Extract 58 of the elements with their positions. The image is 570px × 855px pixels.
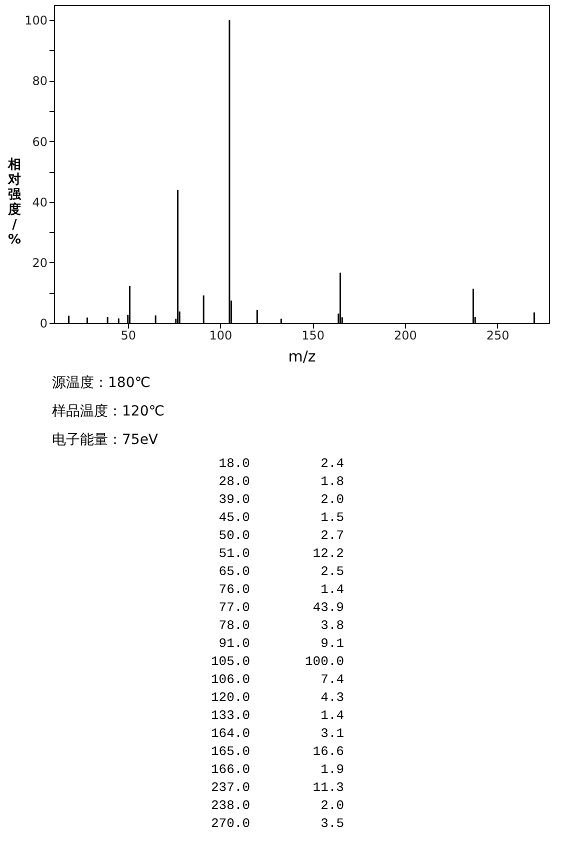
category-label: 270.0 <box>210 816 250 831</box>
data-label: 2.5 <box>320 564 344 579</box>
category-label: 18.0 <box>218 456 250 471</box>
x-axis-title: m/z <box>288 348 316 366</box>
data-label: 1.9 <box>320 762 344 777</box>
category-label: 28.0 <box>218 474 250 489</box>
data-label: 3.5 <box>320 816 344 831</box>
y-axis-title: 相对强度/% <box>7 158 22 248</box>
category-label: 76.0 <box>218 582 250 597</box>
data-label: 3.8 <box>320 618 344 633</box>
category-label: 120.0 <box>210 690 250 705</box>
data-label: 1.4 <box>320 582 344 597</box>
category-label: 164.0 <box>210 726 250 741</box>
data-label: 1.8 <box>320 474 344 489</box>
text: 样品温度：120℃ <box>52 404 164 420</box>
category-label: 237.0 <box>210 780 250 795</box>
data-label: 3.1 <box>320 726 344 741</box>
category-label: 91.0 <box>218 636 250 651</box>
x-tick-label: 200 <box>394 328 417 342</box>
category-label: 106.0 <box>210 672 250 687</box>
category-label: 78.0 <box>218 618 250 633</box>
data-label: 11.3 <box>312 780 344 795</box>
data-label: 7.4 <box>320 672 344 687</box>
data-label: 12.2 <box>312 546 344 561</box>
y-tick-label: 20 <box>32 256 48 270</box>
x-tick-label: 150 <box>302 328 325 342</box>
x-tick-label: 100 <box>209 328 232 342</box>
data-label: 9.1 <box>320 636 344 651</box>
y-tick-label: 40 <box>32 195 48 210</box>
data-label: 4.3 <box>320 690 344 705</box>
text: 源温度：180℃ <box>52 375 150 392</box>
category-label: 65.0 <box>218 564 250 579</box>
y-tick-label: 0 <box>40 316 48 330</box>
y-tick-label: 100 <box>24 14 48 28</box>
x-tick-label: 50 <box>120 328 136 342</box>
data-label: 16.6 <box>312 744 344 759</box>
category-label: 39.0 <box>218 492 250 507</box>
data-label: 2.0 <box>320 492 344 507</box>
data-label: 43.9 <box>312 600 344 615</box>
data-label: 1.4 <box>320 708 344 723</box>
category-label: 166.0 <box>210 762 250 777</box>
y-tick-label: 60 <box>32 134 48 149</box>
x-tick-label: 250 <box>486 328 510 342</box>
category-label: 51.0 <box>218 546 250 561</box>
category-label: 45.0 <box>218 510 250 525</box>
category-label: 105.0 <box>210 654 250 669</box>
data-label: 2.0 <box>320 798 344 813</box>
data-label: 2.7 <box>320 528 344 543</box>
data-label: 2.4 <box>320 456 344 471</box>
text: 电子能量：75eV <box>52 432 158 448</box>
category-label: 165.0 <box>210 744 250 759</box>
data-label: 100.0 <box>304 654 344 669</box>
category-label: 50.0 <box>218 528 250 543</box>
y-tick-label: 80 <box>32 74 48 88</box>
data-label: 1.5 <box>320 510 344 525</box>
category-label: 77.0 <box>218 600 250 615</box>
category-label: 238.0 <box>210 798 250 813</box>
category-label: 133.0 <box>210 708 250 723</box>
